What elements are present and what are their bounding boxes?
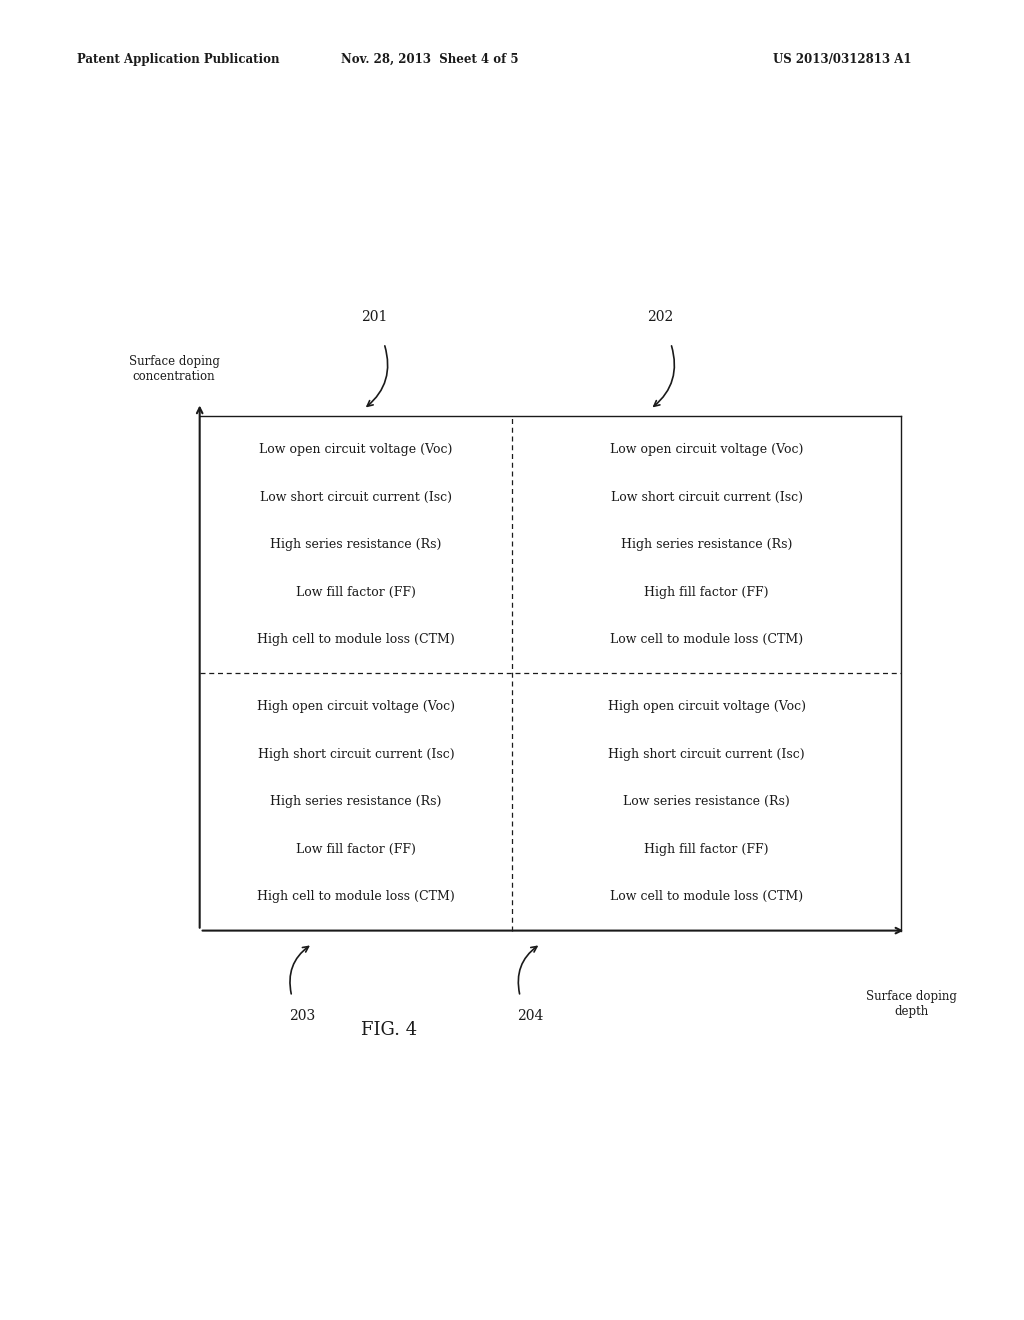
Text: Low cell to module loss (CTM): Low cell to module loss (CTM) (610, 891, 803, 903)
Text: Low fill factor (FF): Low fill factor (FF) (296, 586, 416, 598)
Text: 203: 203 (289, 1010, 315, 1023)
Text: Surface doping
concentration: Surface doping concentration (129, 355, 219, 383)
Text: High series resistance (Rs): High series resistance (Rs) (621, 539, 793, 550)
Text: Low short circuit current (Isc): Low short circuit current (Isc) (260, 491, 452, 503)
Text: High fill factor (FF): High fill factor (FF) (644, 586, 769, 598)
Text: Nov. 28, 2013  Sheet 4 of 5: Nov. 28, 2013 Sheet 4 of 5 (341, 53, 519, 66)
Text: Low short circuit current (Isc): Low short circuit current (Isc) (610, 491, 803, 503)
Text: High open circuit voltage (Voc): High open circuit voltage (Voc) (607, 701, 806, 713)
Text: Low series resistance (Rs): Low series resistance (Rs) (624, 796, 790, 808)
Text: 204: 204 (517, 1010, 544, 1023)
Text: Low cell to module loss (CTM): Low cell to module loss (CTM) (610, 634, 803, 645)
Text: FIG. 4: FIG. 4 (361, 1020, 417, 1039)
Text: High short circuit current (Isc): High short circuit current (Isc) (257, 748, 455, 760)
Text: High cell to module loss (CTM): High cell to module loss (CTM) (257, 634, 455, 645)
Text: High open circuit voltage (Voc): High open circuit voltage (Voc) (257, 701, 455, 713)
Text: Surface doping
depth: Surface doping depth (866, 990, 956, 1018)
Text: Low open circuit voltage (Voc): Low open circuit voltage (Voc) (610, 444, 803, 455)
Text: Low open circuit voltage (Voc): Low open circuit voltage (Voc) (259, 444, 453, 455)
Text: US 2013/0312813 A1: US 2013/0312813 A1 (773, 53, 911, 66)
Text: High series resistance (Rs): High series resistance (Rs) (270, 539, 441, 550)
Text: Patent Application Publication: Patent Application Publication (77, 53, 280, 66)
Text: Low fill factor (FF): Low fill factor (FF) (296, 843, 416, 855)
Text: 202: 202 (647, 310, 674, 323)
Text: High fill factor (FF): High fill factor (FF) (644, 843, 769, 855)
Text: 201: 201 (360, 310, 387, 323)
Text: High cell to module loss (CTM): High cell to module loss (CTM) (257, 891, 455, 903)
Text: High series resistance (Rs): High series resistance (Rs) (270, 796, 441, 808)
Text: High short circuit current (Isc): High short circuit current (Isc) (608, 748, 805, 760)
